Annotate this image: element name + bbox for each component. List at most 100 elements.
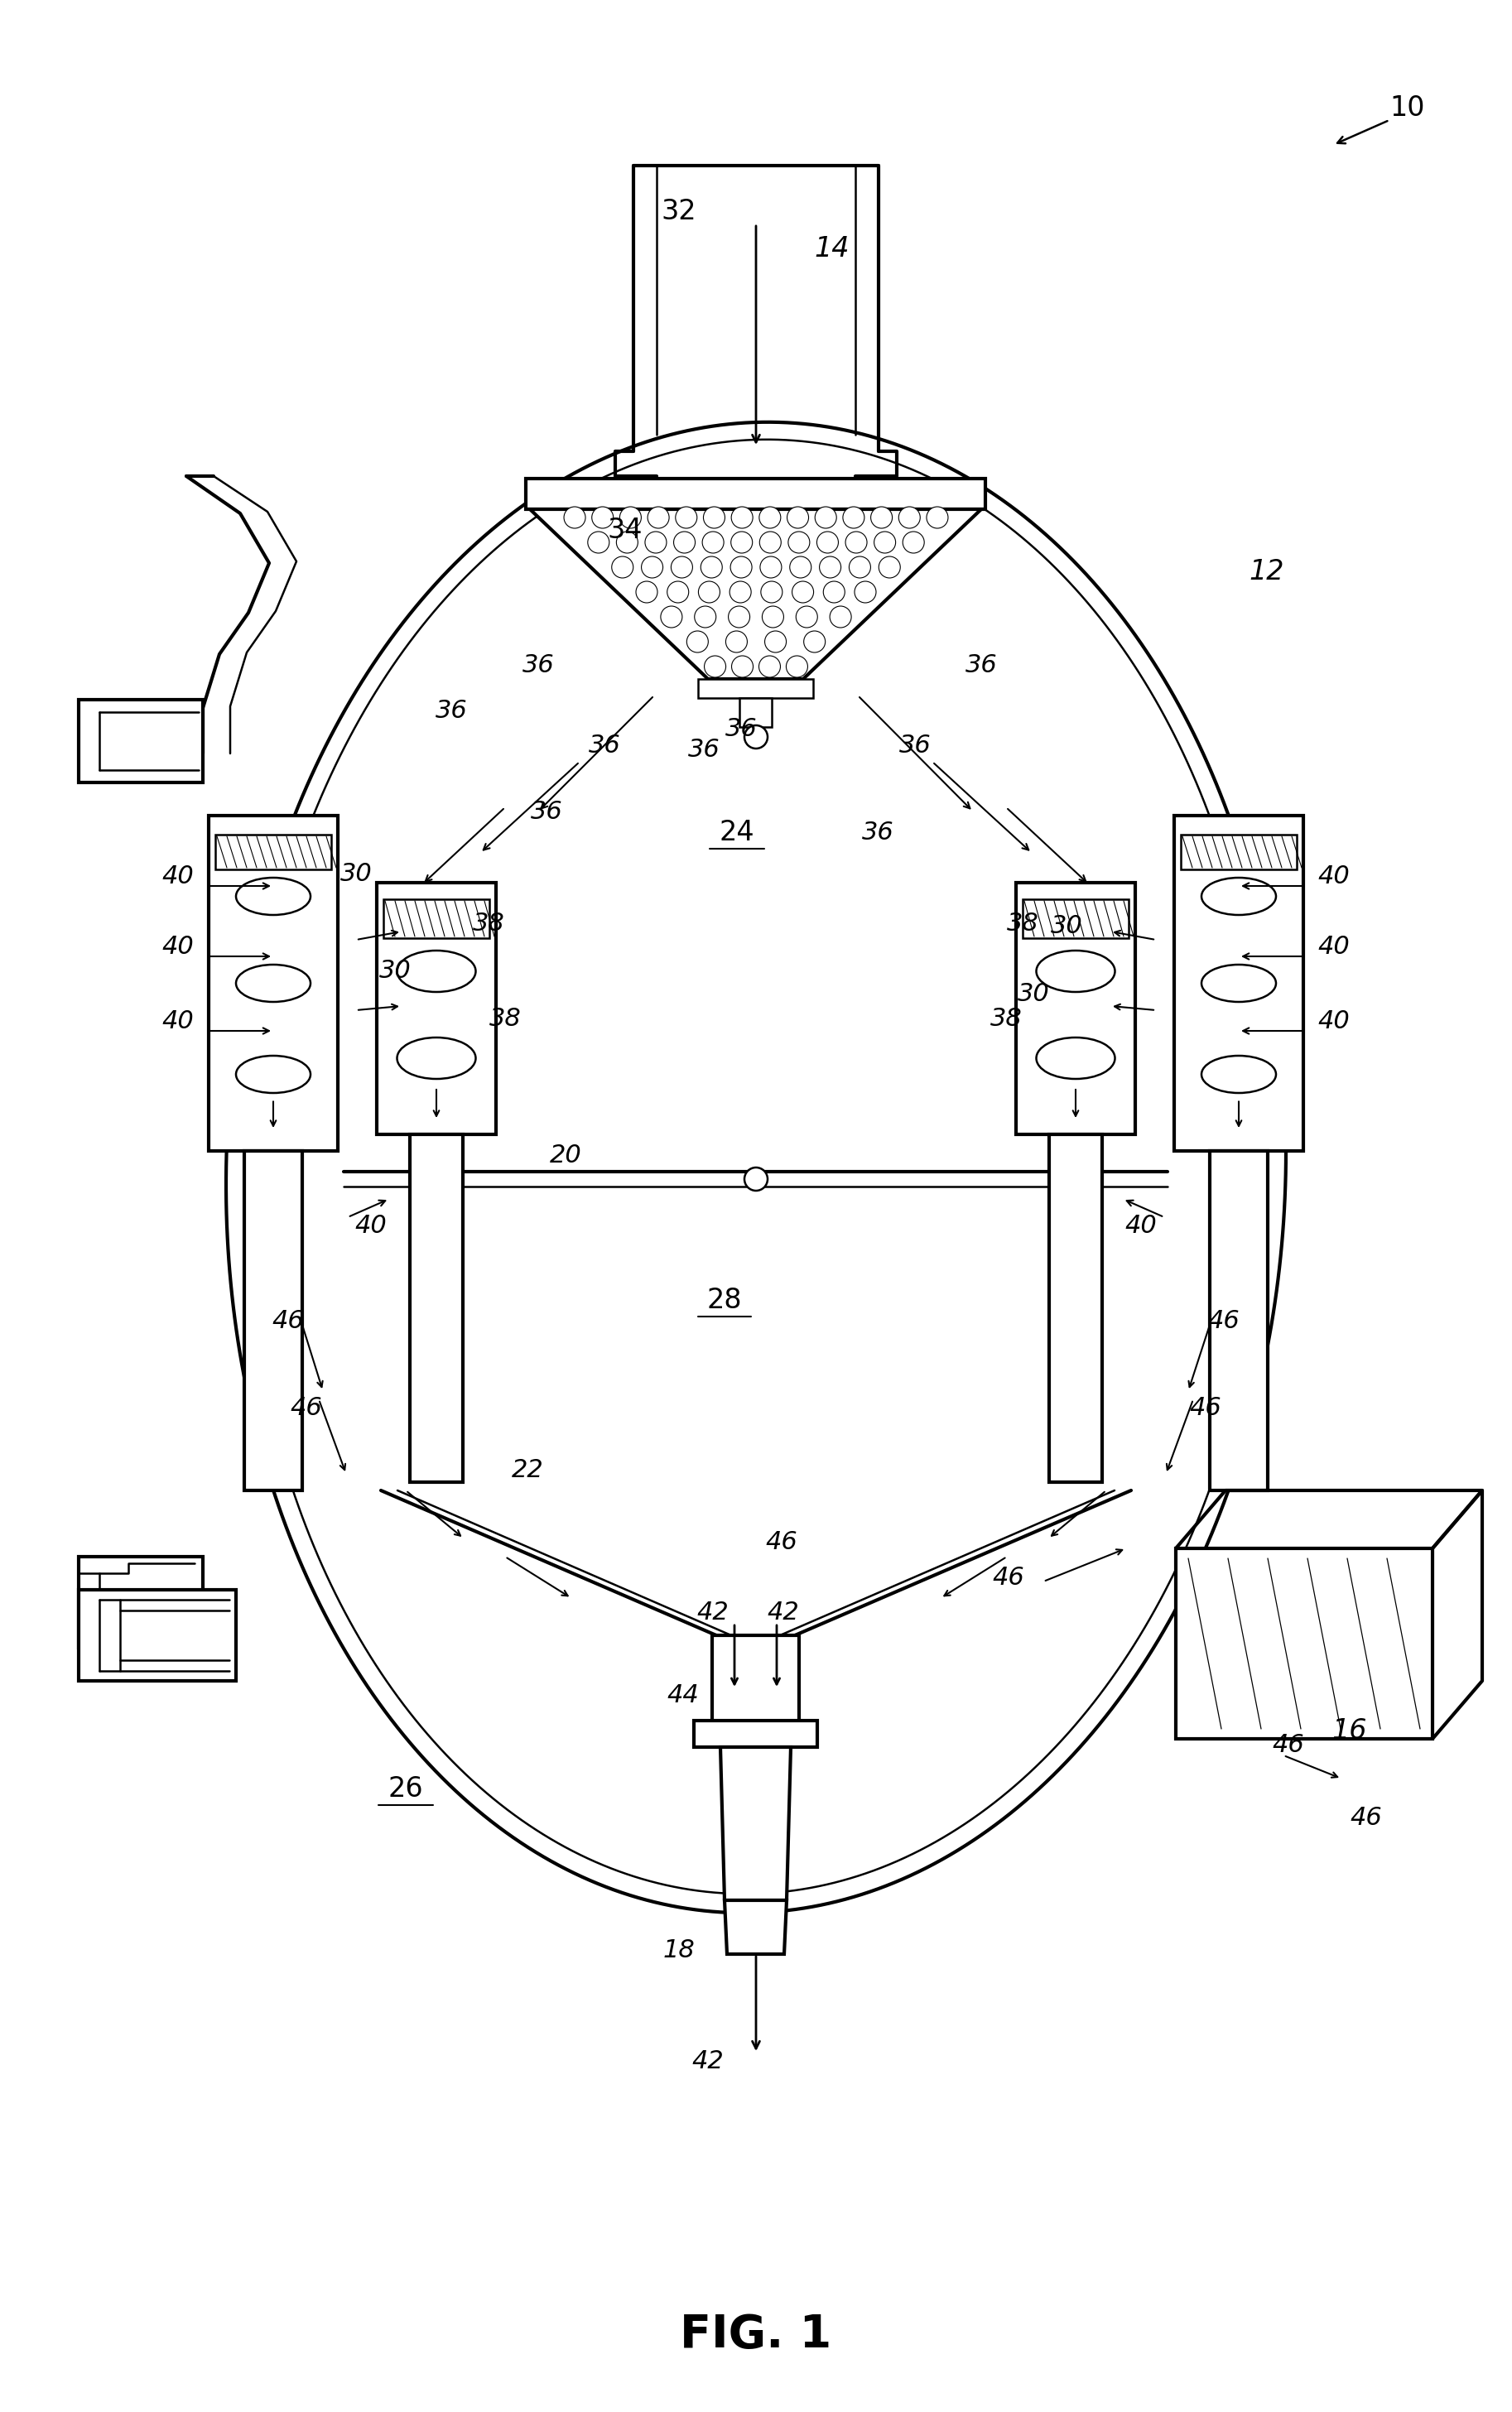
Circle shape [674, 531, 696, 552]
Ellipse shape [398, 1037, 476, 1078]
Circle shape [824, 581, 845, 603]
Text: 28: 28 [708, 1286, 742, 1315]
Circle shape [729, 605, 750, 627]
Circle shape [744, 726, 768, 748]
Text: 46: 46 [1190, 1397, 1222, 1421]
Text: 40: 40 [1318, 863, 1350, 888]
Ellipse shape [1202, 1056, 1276, 1093]
Polygon shape [1176, 1549, 1432, 1739]
Text: 36: 36 [965, 654, 998, 678]
Text: 40: 40 [162, 863, 194, 888]
Circle shape [705, 656, 726, 678]
Text: 46: 46 [272, 1310, 304, 1334]
Circle shape [699, 581, 720, 603]
Text: 38: 38 [990, 1006, 1022, 1030]
Circle shape [617, 531, 638, 552]
Polygon shape [712, 1635, 798, 1722]
Circle shape [761, 581, 782, 603]
Circle shape [854, 581, 875, 603]
Circle shape [816, 531, 838, 552]
Circle shape [732, 656, 753, 678]
Text: 12: 12 [1249, 557, 1285, 586]
Circle shape [878, 557, 900, 579]
Circle shape [842, 507, 865, 528]
Circle shape [564, 507, 585, 528]
Ellipse shape [1036, 1037, 1114, 1078]
Ellipse shape [398, 950, 476, 991]
Text: 30: 30 [1051, 914, 1083, 938]
Text: 38: 38 [473, 912, 505, 936]
Polygon shape [1181, 835, 1297, 868]
Text: 40: 40 [1318, 933, 1350, 958]
Ellipse shape [1202, 878, 1276, 914]
Circle shape [762, 605, 783, 627]
Text: 30: 30 [340, 861, 372, 885]
Text: 46: 46 [290, 1397, 322, 1421]
Text: 36: 36 [435, 699, 467, 724]
Text: 22: 22 [511, 1457, 543, 1481]
Circle shape [588, 531, 609, 552]
Text: 26: 26 [389, 1775, 423, 1802]
Circle shape [667, 581, 688, 603]
Circle shape [815, 507, 836, 528]
Text: 46: 46 [1208, 1310, 1240, 1334]
Polygon shape [376, 883, 496, 1134]
Circle shape [789, 557, 812, 579]
Polygon shape [384, 900, 490, 938]
Circle shape [703, 507, 724, 528]
Text: 16: 16 [1332, 1717, 1367, 1744]
Circle shape [744, 1167, 768, 1192]
Text: 38: 38 [488, 1006, 522, 1030]
Text: 24: 24 [720, 818, 754, 847]
Polygon shape [1175, 815, 1303, 1151]
Text: 46: 46 [992, 1565, 1025, 1590]
Circle shape [676, 507, 697, 528]
Polygon shape [79, 699, 203, 781]
Text: 36: 36 [688, 738, 720, 762]
Polygon shape [1049, 1134, 1102, 1481]
Circle shape [761, 557, 782, 579]
Circle shape [700, 557, 723, 579]
Polygon shape [739, 697, 771, 726]
Polygon shape [1016, 883, 1136, 1134]
Text: 42: 42 [692, 2050, 724, 2074]
Text: 42: 42 [767, 1602, 800, 1626]
Circle shape [702, 531, 724, 552]
Circle shape [661, 605, 682, 627]
Polygon shape [209, 815, 337, 1151]
Circle shape [620, 507, 641, 528]
Circle shape [591, 507, 614, 528]
Ellipse shape [236, 965, 310, 1001]
Polygon shape [410, 1134, 463, 1481]
Polygon shape [699, 678, 813, 697]
Circle shape [804, 632, 826, 654]
Polygon shape [694, 1720, 818, 1746]
Text: 38: 38 [1007, 912, 1039, 936]
Circle shape [845, 531, 866, 552]
Circle shape [786, 656, 807, 678]
Text: 42: 42 [697, 1602, 729, 1626]
Circle shape [850, 557, 871, 579]
Circle shape [903, 531, 924, 552]
Text: 40: 40 [1318, 1008, 1350, 1032]
Circle shape [671, 557, 692, 579]
Ellipse shape [1202, 965, 1276, 1001]
Text: 14: 14 [815, 234, 850, 263]
Text: 30: 30 [1018, 982, 1049, 1006]
Circle shape [874, 531, 895, 552]
Circle shape [637, 581, 658, 603]
Text: 40: 40 [355, 1213, 387, 1237]
Circle shape [612, 557, 634, 579]
Circle shape [730, 557, 751, 579]
Text: 36: 36 [588, 733, 620, 757]
Polygon shape [79, 1590, 236, 1681]
Circle shape [765, 632, 786, 654]
Ellipse shape [236, 1056, 310, 1093]
Text: 36: 36 [726, 716, 758, 740]
Circle shape [788, 507, 809, 528]
Circle shape [732, 507, 753, 528]
Polygon shape [1210, 1151, 1267, 1491]
Text: 44: 44 [667, 1684, 699, 1708]
Text: 30: 30 [380, 958, 411, 982]
Circle shape [726, 632, 747, 654]
